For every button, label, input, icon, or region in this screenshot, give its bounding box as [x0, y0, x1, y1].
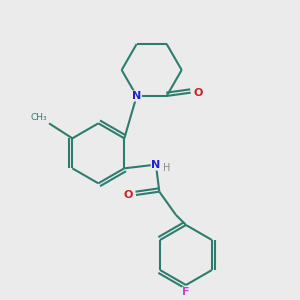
Text: H: H	[163, 163, 171, 173]
Text: N: N	[132, 91, 141, 101]
Text: O: O	[124, 190, 133, 200]
Text: F: F	[182, 287, 190, 297]
Text: O: O	[193, 88, 203, 98]
Text: CH₃: CH₃	[31, 113, 47, 122]
Text: N: N	[152, 160, 160, 170]
